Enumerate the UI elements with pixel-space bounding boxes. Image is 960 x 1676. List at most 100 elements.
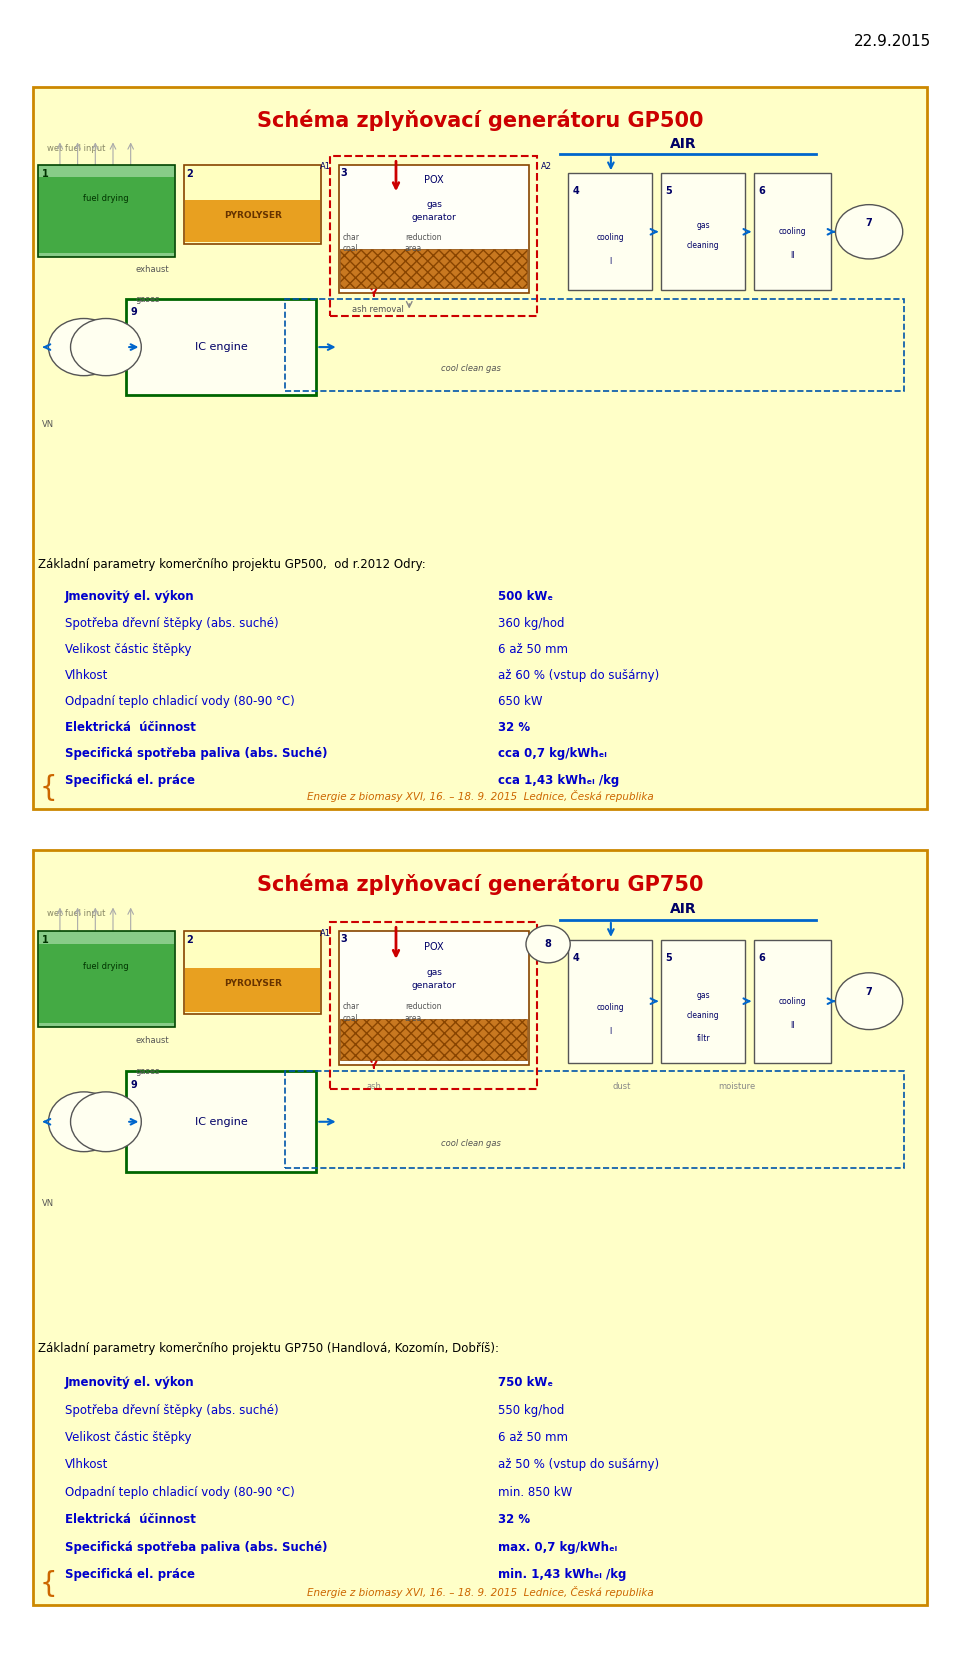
- Text: Velikost částic štěpky: Velikost částic štěpky: [65, 1431, 191, 1445]
- Polygon shape: [340, 1019, 527, 1061]
- Text: gases: gases: [135, 1068, 160, 1076]
- Text: gas: gas: [697, 221, 710, 230]
- Text: cooling: cooling: [779, 228, 806, 236]
- Text: 9: 9: [131, 1079, 137, 1089]
- FancyBboxPatch shape: [34, 87, 926, 810]
- Text: Schéma zplyňovací generátoru GP500: Schéma zplyňovací generátoru GP500: [256, 109, 704, 131]
- Text: reduction: reduction: [405, 1002, 442, 1011]
- FancyBboxPatch shape: [755, 173, 831, 290]
- Text: coal: coal: [343, 1014, 359, 1024]
- FancyBboxPatch shape: [183, 932, 321, 1014]
- Text: 750 kWₑ: 750 kWₑ: [498, 1376, 553, 1389]
- Text: {: {: [39, 774, 58, 801]
- FancyBboxPatch shape: [661, 940, 745, 1063]
- Text: 3: 3: [340, 934, 347, 944]
- Text: Specifická el. práce: Specifická el. práce: [65, 774, 195, 786]
- Text: genarator: genarator: [412, 982, 456, 991]
- Circle shape: [835, 972, 902, 1029]
- Text: Odpadní teplo chladicí vody (80-90 °C): Odpadní teplo chladicí vody (80-90 °C): [65, 696, 295, 709]
- Text: filtr: filtr: [697, 1034, 710, 1042]
- Text: 7: 7: [866, 218, 873, 228]
- FancyBboxPatch shape: [568, 173, 653, 290]
- Text: 550 kg/hod: 550 kg/hod: [498, 1404, 564, 1416]
- Text: cleaning: cleaning: [687, 1011, 720, 1021]
- Text: Specifická spotřeba paliva (abs. Suché): Specifická spotřeba paliva (abs. Suché): [65, 747, 327, 761]
- Text: 9: 9: [131, 307, 137, 317]
- Circle shape: [70, 318, 141, 375]
- Text: cool clean gas: cool clean gas: [442, 364, 501, 372]
- Text: VN: VN: [42, 421, 55, 429]
- Text: reduction: reduction: [405, 233, 442, 241]
- Text: I: I: [610, 1027, 612, 1036]
- FancyBboxPatch shape: [339, 164, 529, 293]
- FancyBboxPatch shape: [183, 164, 321, 245]
- Text: Vlhkost: Vlhkost: [65, 669, 108, 682]
- Text: až 50 % (vstup do sušárny): až 50 % (vstup do sušárny): [498, 1458, 660, 1472]
- Circle shape: [526, 925, 570, 964]
- Text: 7: 7: [866, 987, 873, 997]
- Text: cool clean gas: cool clean gas: [442, 1140, 501, 1148]
- Text: wet fuel input: wet fuel input: [47, 144, 105, 153]
- Text: fuel drying: fuel drying: [84, 962, 129, 970]
- Text: Základní parametry komerčního projektu GP500,  od r.2012 Odry:: Základní parametry komerčního projektu G…: [37, 558, 425, 572]
- Text: wet fuel input: wet fuel input: [47, 908, 105, 918]
- Text: char: char: [343, 233, 360, 241]
- Text: ash: ash: [367, 1083, 381, 1091]
- Text: AIR: AIR: [670, 902, 697, 917]
- FancyBboxPatch shape: [661, 173, 745, 290]
- Text: area: area: [405, 1014, 422, 1024]
- Text: min. 850 kW: min. 850 kW: [498, 1487, 572, 1498]
- Circle shape: [48, 1091, 119, 1151]
- Text: 32 %: 32 %: [498, 721, 530, 734]
- Text: II: II: [790, 251, 795, 260]
- Text: gas: gas: [426, 201, 442, 210]
- Text: 1: 1: [42, 935, 49, 945]
- Text: IC engine: IC engine: [195, 1116, 248, 1126]
- Text: 6 až 50 mm: 6 až 50 mm: [498, 1431, 568, 1445]
- FancyBboxPatch shape: [127, 1071, 317, 1172]
- Text: 500 kWₑ: 500 kWₑ: [498, 590, 553, 603]
- Text: Specifická el. práce: Specifická el. práce: [65, 1569, 195, 1580]
- Text: VN: VN: [42, 1198, 55, 1207]
- Text: Jmenovitý el. výkon: Jmenovitý el. výkon: [65, 1376, 195, 1389]
- Text: cooling: cooling: [596, 1002, 624, 1012]
- Text: Energie z biomasy XVI, 16. – 18. 9. 2015  Lednice, Česká republika: Energie z biomasy XVI, 16. – 18. 9. 2015…: [306, 789, 654, 801]
- Text: 4: 4: [573, 186, 580, 196]
- FancyBboxPatch shape: [339, 932, 529, 1064]
- Text: gases: gases: [135, 295, 160, 303]
- Text: ash removal: ash removal: [351, 305, 403, 313]
- Text: POX: POX: [424, 942, 444, 952]
- Text: Odpadní teplo chladicí vody (80-90 °C): Odpadní teplo chladicí vody (80-90 °C): [65, 1487, 295, 1498]
- Text: PYROLYSER: PYROLYSER: [224, 211, 281, 220]
- Text: Energie z biomasy XVI, 16. – 18. 9. 2015  Lednice, Česká republika: Energie z biomasy XVI, 16. – 18. 9. 2015…: [306, 1585, 654, 1597]
- Text: {: {: [39, 1569, 58, 1597]
- Text: cooling: cooling: [596, 233, 624, 241]
- Circle shape: [48, 318, 119, 375]
- FancyBboxPatch shape: [38, 944, 174, 1022]
- FancyBboxPatch shape: [127, 298, 317, 396]
- Text: 5: 5: [665, 954, 672, 964]
- FancyBboxPatch shape: [37, 932, 175, 1027]
- Text: gas: gas: [697, 991, 710, 999]
- Text: Vlhkost: Vlhkost: [65, 1458, 108, 1472]
- FancyBboxPatch shape: [34, 850, 926, 1606]
- Text: moisture: moisture: [718, 1083, 756, 1091]
- Text: II: II: [790, 1021, 795, 1031]
- Text: 2: 2: [186, 169, 193, 179]
- Text: A2: A2: [540, 163, 552, 171]
- FancyBboxPatch shape: [38, 178, 174, 253]
- Text: char: char: [343, 1002, 360, 1011]
- Text: 5: 5: [665, 186, 672, 196]
- Text: Velikost částic štěpky: Velikost částic štěpky: [65, 644, 191, 655]
- Text: dust: dust: [612, 1083, 631, 1091]
- Text: A2: A2: [540, 929, 552, 937]
- Text: min. 1,43 kWhₑₗ /kg: min. 1,43 kWhₑₗ /kg: [498, 1569, 627, 1580]
- Text: 22.9.2015: 22.9.2015: [854, 35, 931, 49]
- Text: AIR: AIR: [670, 137, 697, 151]
- FancyBboxPatch shape: [755, 940, 831, 1063]
- Polygon shape: [340, 248, 527, 288]
- Text: cca 1,43 kWhₑₗ /kg: cca 1,43 kWhₑₗ /kg: [498, 774, 619, 786]
- Text: až 60 % (vstup do sušárny): až 60 % (vstup do sušárny): [498, 669, 660, 682]
- Text: gas: gas: [426, 969, 442, 977]
- Text: Elektrická  účinnost: Elektrická účinnost: [65, 1513, 196, 1527]
